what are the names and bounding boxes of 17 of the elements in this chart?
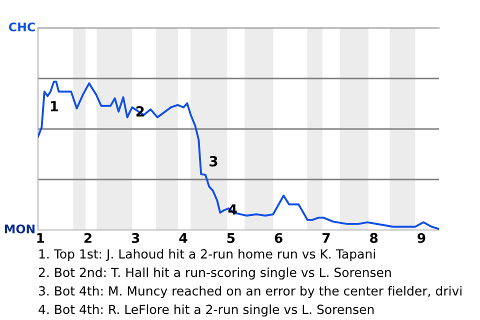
- x-tick-label: 9: [418, 233, 426, 243]
- x-tick-label: 6: [274, 233, 282, 243]
- text: MON: [5, 224, 35, 234]
- x-tick-label: 1: [37, 233, 44, 243]
- x-tick-label: 4: [179, 233, 188, 243]
- text: 1. Top 1st: J. Lahoud hit a 2-run home run vs K. Tapani: [39, 248, 375, 262]
- x-tick-label: 7: [322, 233, 330, 243]
- text: 2. Bot 2nd: T. Hall hit a run-scoring single vs L. Sorensen: [38, 267, 391, 280]
- text: 4. Bot 4th: R. LeFlore hit a 2-run single vs L. Sorensen: [38, 304, 374, 317]
- text: CHC: [8, 22, 35, 32]
- annotation: 1: [50, 101, 58, 112]
- x-tick-label: 2: [84, 233, 92, 243]
- text: 3. Bot 4th: M. Muncy reached on an error by the center fielder, drivi: [38, 286, 462, 298]
- x-tick-label: 3: [132, 233, 140, 243]
- x-tick-label: 8: [370, 233, 378, 243]
- x-tick-label: 5: [227, 233, 235, 243]
- annotation: 3: [210, 156, 218, 166]
